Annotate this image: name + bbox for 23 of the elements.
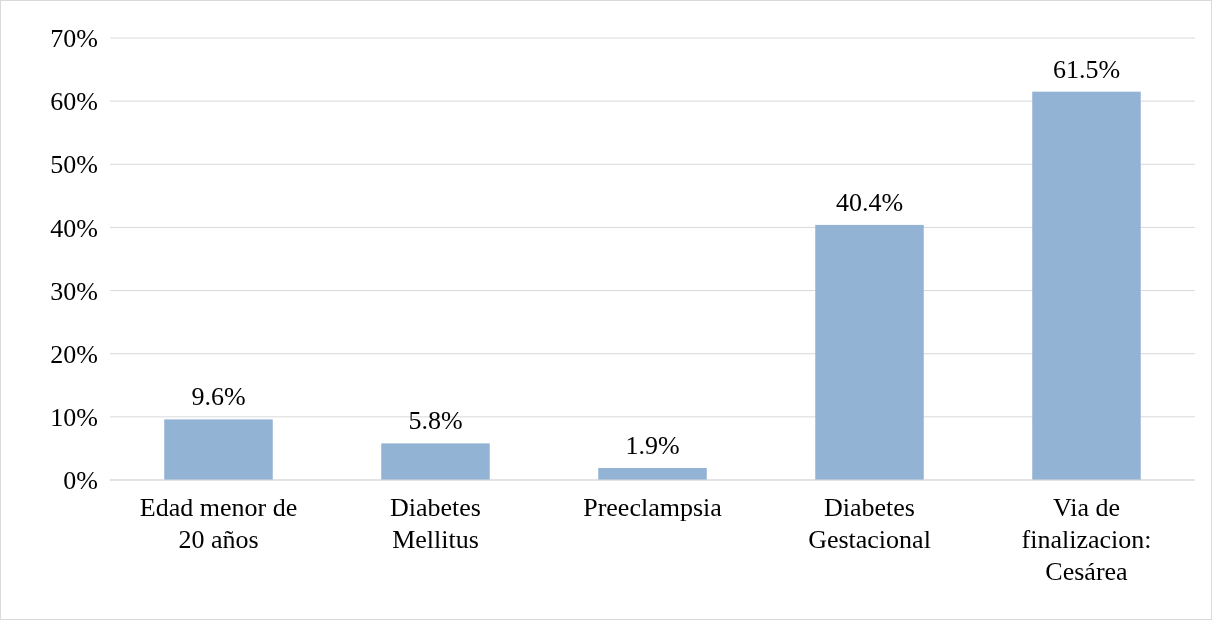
bar <box>815 224 924 480</box>
y-tick-label: 30% <box>50 276 98 306</box>
y-tick-label: 0% <box>63 466 98 496</box>
y-tick-label: 70% <box>50 24 98 54</box>
y-tick-label: 60% <box>50 87 98 117</box>
data-label: 9.6% <box>191 382 246 412</box>
bar <box>164 419 273 480</box>
x-tick-label: Preeclampsia <box>583 493 723 522</box>
y-tick-label: 50% <box>50 150 98 180</box>
y-tick-label: 10% <box>50 402 98 432</box>
bar <box>1032 91 1141 480</box>
data-label: 1.9% <box>625 431 680 460</box>
bar <box>381 443 490 480</box>
y-tick-label: 20% <box>50 339 98 369</box>
y-tick-label: 40% <box>50 213 98 243</box>
data-label: 5.8% <box>408 406 463 436</box>
x-tick-label: Edad menor de 20 años <box>139 493 298 554</box>
x-tick-label: Via de finalizacion: Cesárea <box>1021 493 1152 586</box>
bar <box>598 468 707 480</box>
data-label: 61.5% <box>1052 54 1121 84</box>
x-tick-label: Diabetes Mellitus <box>390 493 481 554</box>
data-label: 40.4% <box>835 187 904 217</box>
x-tick-label: Diabetes Gestacional <box>808 493 931 554</box>
